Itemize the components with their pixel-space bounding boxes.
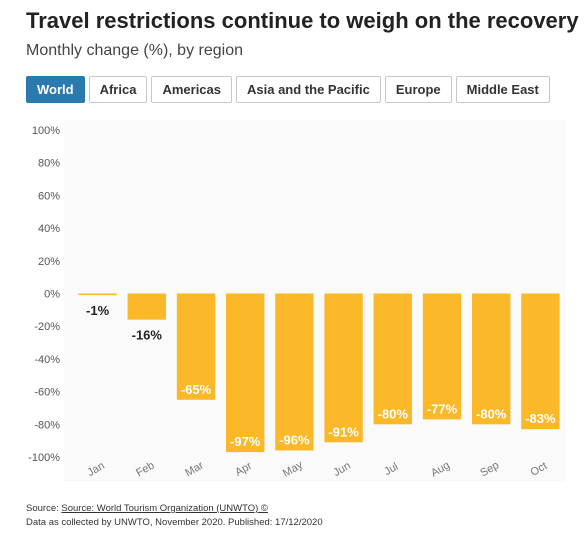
y-tick-label: -60% [34,387,60,399]
tab-world[interactable]: World [26,76,85,103]
bar [373,293,412,425]
chart-title: Travel restrictions continue to weigh on… [26,8,579,33]
chart-subtitle: Monthly change (%), by region [26,42,243,59]
x-tick-label: Jul [382,461,400,478]
bar [176,293,216,400]
data-label: -80% [476,406,507,421]
data-label: -80% [378,406,409,421]
y-tick-label: -20% [34,321,60,333]
data-label: -1% [86,303,110,318]
y-tick-label: 80% [38,158,60,170]
data-label: -97% [230,434,261,449]
x-tick-label: Apr [233,460,254,479]
y-tick-label: -100% [28,452,60,464]
x-tick-label: Jan [85,460,106,479]
region-tabs: World Africa Americas Asia and the Pacif… [26,76,550,103]
y-tick-label: 20% [38,256,60,268]
data-label: -65% [181,382,212,397]
x-tick-label: Aug [429,459,452,479]
source-prefix: Source: [26,503,62,514]
tab-asia-pacific[interactable]: Asia and the Pacific [236,76,381,103]
bar [422,293,462,420]
bar [324,293,363,443]
data-label: -77% [427,401,458,416]
bar [127,293,166,320]
y-tick-label: -80% [34,419,60,431]
bar [472,293,511,425]
y-tick-label: 40% [38,223,60,235]
data-label: -91% [328,424,359,439]
bar [78,293,117,296]
x-tick-label: Sep [478,459,501,479]
tab-europe[interactable]: Europe [384,76,452,103]
x-tick-label: May [281,459,305,480]
x-tick-label: Mar [183,459,206,479]
source-link[interactable]: Source: World Tourism Organization (UNWT… [61,503,268,514]
x-tick-label: Oct [528,460,549,479]
y-tick-label: 60% [38,190,60,202]
data-label: -96% [279,432,310,447]
tab-africa[interactable]: Africa [88,76,148,103]
y-tick-label: 0% [44,289,60,301]
tab-middle-east[interactable]: Middle East [455,76,550,103]
x-tick-label: Jun [331,460,352,479]
x-tick-label: Feb [134,459,156,479]
bar [275,293,314,451]
y-tick-label: 100% [32,125,60,137]
bar-chart: 100% 80% 60% 40% 20% 0% -20% -40% -60% -80% -100% -… [28,125,560,480]
tab-americas[interactable]: Americas [151,76,232,103]
data-label: -16% [132,328,163,343]
footer-note: Data as collected by UNWTO, November 202… [26,517,323,528]
bar [521,293,560,430]
data-label: -83% [525,411,556,426]
y-tick-label: -40% [34,354,60,366]
source-line: Source: Source: World Tourism Organizati… [26,503,268,514]
bar [226,293,265,453]
